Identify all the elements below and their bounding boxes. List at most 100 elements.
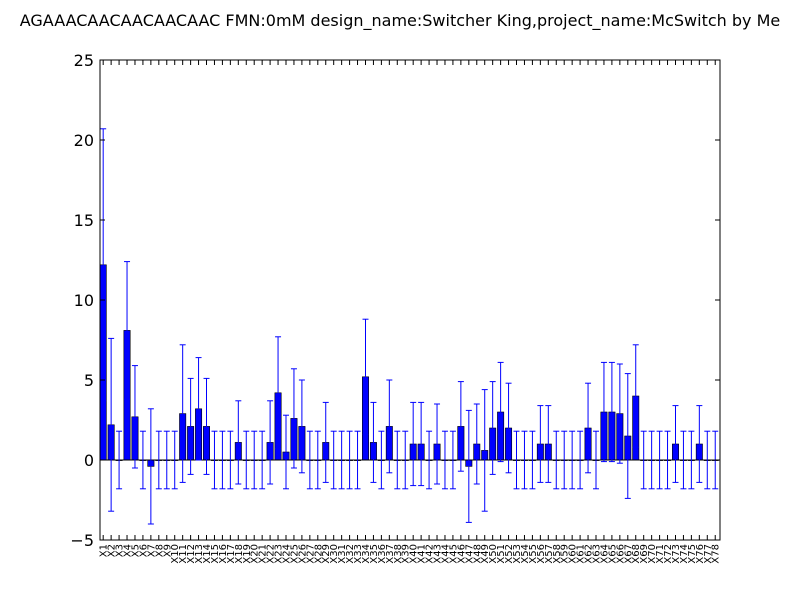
error-bar-X4 [124, 261, 131, 400]
xtick-label-X31: X31 [337, 544, 348, 564]
xtick-label-X9: X9 [162, 544, 173, 557]
xtick-label-X35: X35 [369, 544, 380, 564]
xtick-label-X16: X16 [218, 544, 229, 564]
error-bar-X58 [553, 430, 560, 490]
xtick-label-X24: X24 [282, 544, 293, 564]
error-bar-X63 [593, 430, 599, 490]
xtick-label-X37: X37 [385, 544, 396, 564]
xtick-label-X61: X61 [576, 544, 587, 564]
error-bar-X12 [187, 377, 194, 475]
error-bar-X41 [418, 401, 425, 487]
xtick-label-X48: X48 [472, 544, 483, 564]
error-bar-X76 [696, 405, 703, 483]
error-bar-X72 [664, 430, 671, 490]
xtick-label-X6: X6 [138, 544, 149, 557]
xtick-label-X74: X74 [679, 544, 690, 564]
xtick-label-X53: X53 [512, 544, 523, 564]
ytick-label: 25 [74, 51, 94, 70]
ytick-label: 20 [74, 131, 94, 150]
ytick-label: 5 [84, 371, 94, 390]
error-bar-X53 [513, 430, 520, 490]
error-bar-X28 [314, 430, 321, 490]
plot-frame [99, 59, 721, 541]
xtick-label-X78: X78 [711, 544, 722, 564]
error-bar-X39 [402, 430, 409, 490]
error-bar-X43 [434, 403, 441, 485]
error-bar-X75 [688, 430, 695, 490]
xtick-label-X73: X73 [671, 544, 682, 564]
ytick-label: 0 [84, 451, 94, 470]
xtick-label-X5: X5 [130, 544, 141, 557]
xtick-label-X77: X77 [703, 544, 714, 564]
error-bar-X61 [577, 430, 584, 490]
error-bar-X51 [497, 361, 504, 463]
xtick-label-X44: X44 [440, 544, 451, 564]
xtick-label-X10: X10 [170, 544, 181, 564]
error-bar-X56 [537, 405, 544, 483]
chart-title: AGAAACAACAACAACAAC FMN:0mM design_name:S… [20, 11, 781, 31]
xtick-label-X63: X63 [592, 544, 603, 564]
xtick-label-X34: X34 [361, 544, 372, 564]
error-bar-X73 [672, 405, 679, 483]
xtick-label-X26: X26 [297, 544, 308, 564]
xtick-label-X7: X7 [146, 544, 157, 557]
error-bar-X62 [585, 382, 592, 474]
xtick-label-X59: X59 [560, 544, 571, 564]
error-bar-X48 [473, 403, 480, 485]
xtick-label-X25: X25 [289, 544, 300, 564]
error-bar-X14 [203, 377, 210, 475]
error-bar-X69 [640, 430, 647, 490]
xtick-label-X13: X13 [194, 544, 205, 564]
xtick-label-X1: X1 [99, 544, 110, 557]
xtick-label-X56: X56 [536, 544, 547, 564]
error-bar-X45 [449, 430, 456, 490]
error-bar-X67 [624, 373, 631, 499]
error-bar-X33 [354, 430, 361, 490]
error-bar-X36 [378, 430, 385, 490]
xtick-label-X65: X65 [607, 544, 618, 564]
error-bar-X5 [131, 365, 138, 469]
xtick-label-X39: X39 [401, 544, 412, 564]
xtick-label-X22: X22 [266, 544, 277, 564]
error-bar-X24 [283, 414, 289, 490]
error-bar-X71 [656, 430, 663, 490]
error-bar-X27 [306, 430, 313, 490]
xtick-label-X52: X52 [504, 544, 515, 564]
error-bar-X60 [569, 430, 576, 490]
xtick-label-X55: X55 [528, 544, 539, 564]
xtick-label-X68: X68 [631, 544, 642, 564]
error-bar-X1 [100, 128, 107, 402]
xtick-label-X72: X72 [663, 544, 674, 564]
xtick-label-X60: X60 [568, 544, 579, 564]
xtick-label-X76: X76 [695, 544, 706, 564]
error-bar-X16 [219, 430, 226, 490]
xtick-label-X58: X58 [552, 544, 563, 564]
error-bar-X18 [235, 400, 242, 485]
xtick-label-X36: X36 [377, 544, 388, 564]
error-bar-X13 [195, 357, 202, 461]
error-bar-X38 [394, 430, 401, 490]
error-bar-X3 [116, 430, 123, 490]
error-bar-X35 [370, 401, 377, 483]
error-bar-X54 [521, 430, 528, 490]
xtick-label-X57: X57 [544, 544, 555, 564]
xtick-label-X40: X40 [409, 544, 420, 564]
xtick-label-X38: X38 [393, 544, 404, 564]
xtick-label-X49: X49 [480, 544, 491, 564]
error-bar-X23 [275, 336, 282, 450]
error-bar-X25 [290, 368, 297, 469]
xtick-label-X33: X33 [353, 544, 364, 564]
error-bar-X44 [441, 430, 448, 490]
error-bar-X55 [529, 430, 536, 490]
error-bar-X70 [648, 430, 655, 490]
xtick-label-X54: X54 [520, 544, 531, 564]
error-bar-X49 [481, 389, 488, 512]
xtick-label-X12: X12 [186, 544, 197, 564]
error-bar-X37 [386, 379, 393, 474]
xtick-label-X51: X51 [496, 544, 507, 564]
xtick-label-X64: X64 [599, 544, 610, 564]
xtick-label-X32: X32 [345, 544, 356, 564]
error-bar-X11 [179, 344, 186, 483]
error-bar-X50 [489, 381, 496, 475]
